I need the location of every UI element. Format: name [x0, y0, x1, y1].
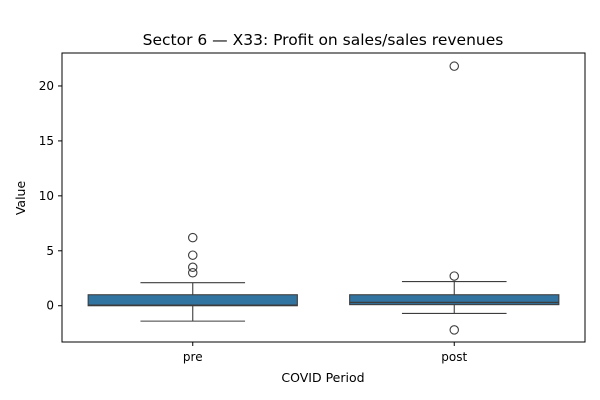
x-tick-label-post: post [441, 350, 467, 364]
y-tick-label-20: 20 [39, 79, 54, 93]
y-tick-label-0: 0 [46, 299, 54, 313]
outlier-point-pre-3 [188, 268, 198, 278]
outlier-point-post-0 [449, 61, 459, 71]
outlier-point-post-2 [449, 325, 459, 335]
y-tick-label-10: 10 [39, 189, 54, 203]
x-axis-label: COVID Period [281, 370, 364, 385]
outlier-point-pre-0 [188, 232, 198, 243]
outlier-point-post-1 [449, 271, 459, 281]
y-tick-label-15: 15 [39, 134, 54, 148]
iqr-box-pre [87, 294, 298, 307]
outlier-point-pre-2 [188, 262, 198, 273]
plot-area: 0 5 10 15 20 pre post [39, 52, 586, 364]
plot-frame [61, 52, 586, 343]
chart-title: Sector 6 — X33: Profit on sales/sales re… [143, 31, 504, 49]
y-axis-label: Value [13, 181, 28, 216]
iqr-box-post [349, 294, 560, 306]
outlier-point-pre-1 [188, 250, 198, 260]
x-tick-label-pre: pre [183, 350, 203, 364]
y-tick-label-5: 5 [46, 244, 54, 258]
